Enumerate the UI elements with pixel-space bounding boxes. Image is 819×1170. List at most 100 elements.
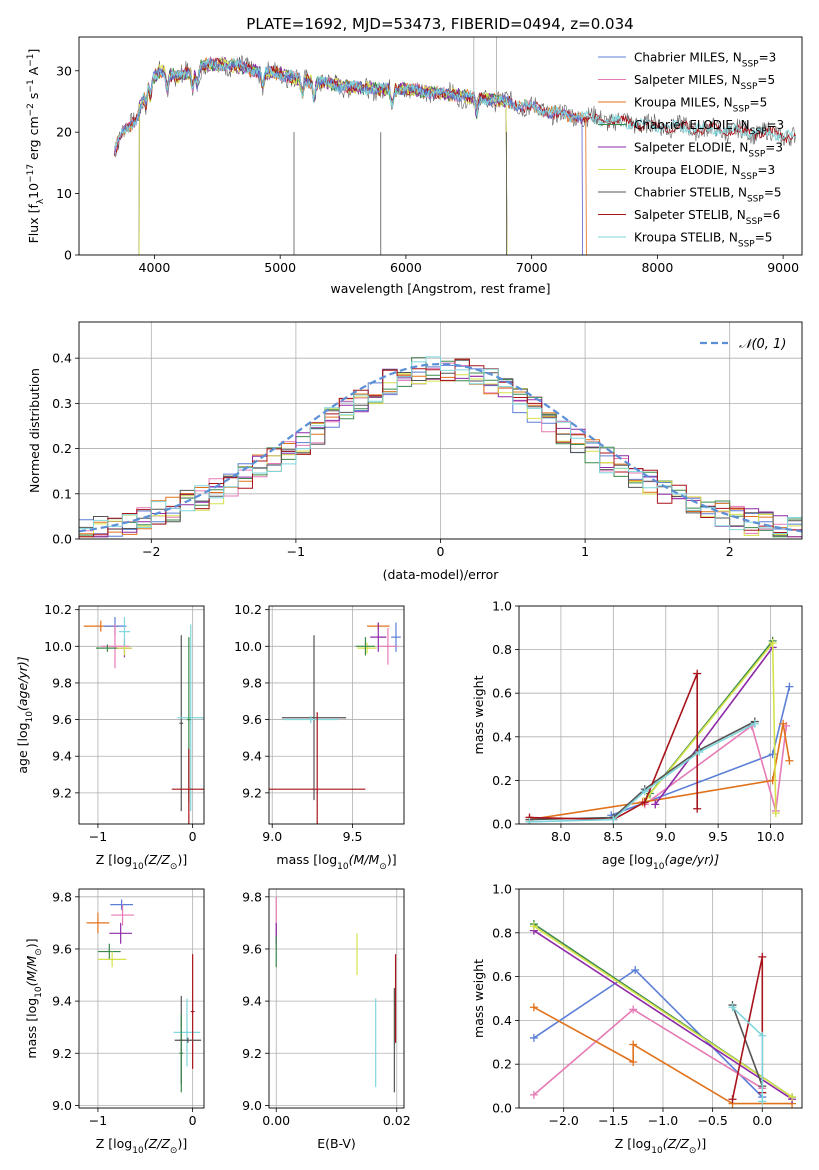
weight-line-salpeter-stelib <box>731 956 764 1100</box>
plot-area <box>275 896 397 1093</box>
residuals-panel: −2 −1 0 1 2 0.0 0.1 0.2 0.3 0.4 (data-model)/error… <box>27 321 803 582</box>
mass-vs-ebv-x-axis-label: E(B-V) <box>317 1136 356 1151</box>
spectrum-x-axis-label: wavelength [Angstrom, rest frame] <box>330 281 550 296</box>
legend-entry-label-part: Salpeter MILES, N <box>634 73 741 87</box>
y-tick-label: 0.0 <box>52 532 72 547</box>
weight-line-salpeter-elodie <box>533 929 793 1100</box>
y-tick-label: 10.0 <box>44 639 72 654</box>
residuals-y-axis-label: Normed distribution <box>27 368 42 493</box>
axes-frame <box>78 888 205 1109</box>
legend-entry-label-part: SSP <box>747 195 764 205</box>
x-tick-label: 9.5 <box>708 829 728 844</box>
weight-marker <box>629 1058 638 1067</box>
y-tick-label: 0.4 <box>52 351 72 366</box>
y-tick-label: 9.2 <box>242 1046 262 1061</box>
weight-marker <box>651 800 660 809</box>
x-tick-label: 7000 <box>516 260 548 275</box>
plot-area <box>529 920 797 1108</box>
legend-entry-label-part: Kroupa STELIB, N <box>634 231 738 245</box>
y-tick-label: 0.2 <box>52 441 72 456</box>
weight-line-chabrier-miles <box>533 969 763 1098</box>
weight-vs-metallicity-panel: −2.0 −1.5 −1.0 −0.5 0.0 0.0 0.2 0.4 0.6 0.8 1.0 mas… <box>471 882 803 1156</box>
mass-vs-z-x-axis-label-part: Z [log <box>96 1136 132 1151</box>
mass-vs-ebv-panel: 0.00 0.02 9.0 9.2 9.4 9.6 9.8 E(B-V) <box>242 888 411 1151</box>
weight-vs-age-panel: 8.0 8.5 9.0 9.5 10.0 0.0 0.2 0.4 0.6 0.8 1.0 mass w… <box>471 599 803 872</box>
weight-vs-z-x-axis-label-part: 10 <box>651 1146 663 1156</box>
x-tick-label: 0 <box>189 829 197 844</box>
x-tick-label: 6000 <box>390 260 422 275</box>
y-tick-label: 9.8 <box>242 675 262 690</box>
age-vs-z-x-axis-label-part: (Z/Z <box>144 852 171 867</box>
y-tick-label: 9.8 <box>52 675 72 690</box>
axis-ticks: −2 −1 0 1 2 0.0 0.1 0.2 0.3 0.4 <box>52 351 734 559</box>
legend-entry-label: Chabrier STELIB, NSSP=5 <box>634 186 782 205</box>
legend-entry-label: Kroupa MILES, NSSP=5 <box>634 96 767 115</box>
gridlines <box>79 606 204 824</box>
legend-entry-label-part: SSP <box>742 60 759 70</box>
spectrum-line-kroupa-stelib <box>113 58 796 149</box>
legend-entry-label: Kroupa ELODIE, NSSP=3 <box>634 163 775 182</box>
age-vs-mass-x-axis-label-part: (M/M <box>349 852 380 867</box>
weight-marker <box>529 922 538 931</box>
y-tick-label: 0 <box>64 248 72 263</box>
spectrum-y-axis-label-part: erg cm <box>26 116 41 164</box>
y-tick-label: 1.0 <box>492 599 512 614</box>
legend-entry-label-part: SSP <box>750 127 767 137</box>
legend-entry-label-part: SSP <box>748 150 765 160</box>
plot-area <box>525 636 794 824</box>
mass-vs-z-y-axis-label-part: (M/M <box>24 956 39 987</box>
x-tick-label: −2.0 <box>549 1113 579 1128</box>
x-tick-label: 9.0 <box>262 829 282 844</box>
axis-ticks: −2.0 −1.5 −1.0 −0.5 0.0 0.0 0.2 0.4 0.6 0.8 1.0 <box>492 882 772 1129</box>
spectrum-y-axis-label-part: ] <box>26 49 41 54</box>
spectrum-y-axis-label-part: A <box>26 66 41 79</box>
axes-frame <box>268 605 405 825</box>
axis-ticks: −1 0 9.2 9.4 9.6 9.8 10.0 10.2 <box>44 602 197 844</box>
weight-marker <box>771 809 780 818</box>
normal-curve <box>79 362 802 533</box>
axis-ticks: 0.00 0.02 9.0 9.2 9.4 9.6 9.8 <box>242 889 411 1128</box>
legend-entry-label-part: =5 <box>764 186 782 200</box>
y-tick-label: 0.2 <box>492 1057 512 1072</box>
weight-vs-z-x-axis-label-part: (Z/Z <box>663 1136 690 1151</box>
plot-area <box>79 356 802 538</box>
y-tick-label: 9.0 <box>52 1098 72 1113</box>
x-tick-label: 0 <box>189 1113 197 1128</box>
weight-marker <box>529 1090 538 1099</box>
y-tick-label: 0.6 <box>492 686 512 701</box>
x-tick-label: 1 <box>581 544 589 559</box>
legend-entry-label-part: SSP <box>738 240 755 250</box>
x-tick-label: −1.0 <box>648 1113 678 1128</box>
x-tick-label: −1 <box>287 544 305 559</box>
spectrum-y-axis-label: Flux [fλ10−17 erg cm−2 s−1 A−1] <box>26 49 46 244</box>
x-tick-label: 0.00 <box>262 1113 290 1128</box>
spectrum-y-axis-label-part: −1 <box>26 54 36 67</box>
legend-entry-label: Chabrier MILES, NSSP=3 <box>634 51 776 70</box>
weight-line-chabrier-stelib <box>731 1004 764 1087</box>
weight-vs-z-x-axis-label-part: Z [log <box>615 1136 651 1151</box>
x-tick-label: 8000 <box>641 260 673 275</box>
weight-marker <box>768 639 777 648</box>
weight-marker <box>640 798 649 807</box>
x-tick-label: 2 <box>726 544 734 559</box>
axis-ticks: 8.0 8.5 9.0 9.5 10.0 0.0 0.2 0.4 0.6 0.8 1.0 <box>492 599 784 845</box>
age-vs-z-y-axis-label-part: 10 <box>25 711 35 723</box>
weight-vs-z-x-axis-label-part: )] <box>696 1136 706 1151</box>
weight-vs-age-x-axis-label: age [log10(age/yr)] <box>602 852 719 872</box>
age-vs-z-y-axis-label-part: (age/yr)] <box>15 656 30 711</box>
y-tick-label: 0.8 <box>492 642 512 657</box>
mass-vs-z-y-axis-label-part: )] <box>24 938 39 948</box>
y-tick-label: 0.3 <box>52 396 72 411</box>
legend-entry-label-part: SSP <box>746 217 763 227</box>
mass-vs-z-y-axis-label-part: 10 <box>34 986 44 998</box>
age-vs-metallicity-panel: −1 09.29.49.69.810.010.2Z [log10(Z/Z⊙)]ag… <box>15 602 205 872</box>
y-tick-label: 9.8 <box>52 889 72 904</box>
mass-vs-metallicity-panel: −1 09.09.29.49.69.8Z [log10(Z/Z⊙)]mass [l… <box>24 888 205 1156</box>
legend-entry-label-part: Chabrier MILES, N <box>634 51 742 65</box>
legend-entry-label-part: =3 <box>757 163 775 177</box>
weight-marker <box>629 1005 638 1014</box>
axes-frame <box>78 605 205 825</box>
figure-title: PLATE=1692, MJD=53473, FIBERID=0494, z=0… <box>246 15 633 33</box>
spectrum-panel: 4000 5000 6000 7000 8000 9000 0 10 20 30 wavelengt… <box>26 36 803 296</box>
